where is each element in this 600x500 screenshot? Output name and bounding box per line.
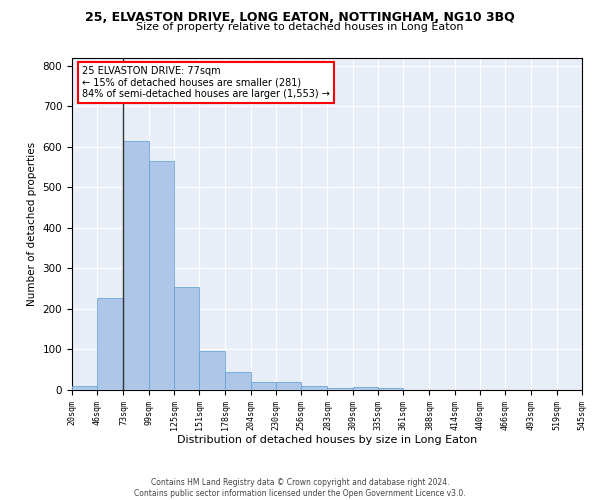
Y-axis label: Number of detached properties: Number of detached properties <box>27 142 37 306</box>
Bar <box>328 388 353 390</box>
Bar <box>124 140 149 390</box>
Bar <box>174 288 199 390</box>
Bar <box>301 386 328 390</box>
Bar <box>199 350 226 390</box>
Bar <box>226 372 251 390</box>
Bar <box>251 382 276 390</box>
Text: 25, ELVASTON DRIVE, LONG EATON, NOTTINGHAM, NG10 3BQ: 25, ELVASTON DRIVE, LONG EATON, NOTTINGH… <box>85 11 515 24</box>
Bar <box>149 161 174 390</box>
Text: 25 ELVASTON DRIVE: 77sqm
← 15% of detached houses are smaller (281)
84% of semi-: 25 ELVASTON DRIVE: 77sqm ← 15% of detach… <box>82 66 330 99</box>
X-axis label: Distribution of detached houses by size in Long Eaton: Distribution of detached houses by size … <box>177 436 477 446</box>
Bar <box>97 298 124 390</box>
Bar <box>72 386 97 390</box>
Bar <box>378 388 403 390</box>
Bar <box>276 382 301 390</box>
Bar <box>353 387 378 390</box>
Text: Size of property relative to detached houses in Long Eaton: Size of property relative to detached ho… <box>136 22 464 32</box>
Text: Contains HM Land Registry data © Crown copyright and database right 2024.
Contai: Contains HM Land Registry data © Crown c… <box>134 478 466 498</box>
